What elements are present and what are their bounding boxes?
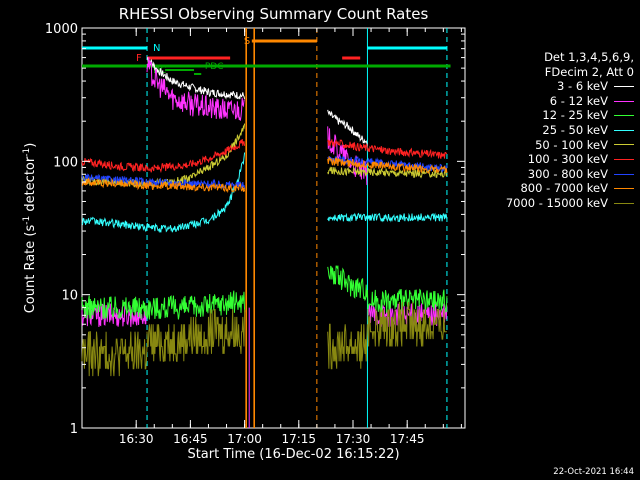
series-3-6-keV-line-2 [327, 109, 368, 146]
y-axis-label: Count Rate (s-1 detector-1) [22, 143, 38, 314]
series-25-50-keV-line-2 [327, 212, 448, 223]
y-tick-label: 1 [70, 422, 78, 437]
x-tick-label: 17:15 [281, 432, 316, 446]
series-800-7000-keV-line-2 [327, 156, 448, 174]
legend-label: 300 - 800 keV [527, 166, 608, 181]
series-800-7000-keV-line-1 [81, 177, 246, 194]
series-3-6-keV-line-1 [146, 57, 246, 100]
pdc-flag-label: PDC [205, 62, 224, 72]
series-12-25-keV-line-1 [81, 295, 148, 320]
legend-swatch [614, 173, 634, 175]
y-tick-label: 100 [53, 155, 78, 170]
legend-entry-12-25-keV: 12 - 25 keV [506, 108, 634, 123]
legend-label: 7000 - 15000 keV [505, 195, 608, 210]
series-100-300-keV-line-2 [327, 139, 448, 159]
x-tick-label: 17:30 [336, 432, 371, 446]
night-flag-label: N [153, 43, 160, 54]
legend-swatch [614, 85, 634, 87]
flare-flag-label: F [136, 53, 142, 64]
legend-entries: 3 - 6 keV 6 - 12 keV 12 - 25 keV 25 - 50 ke… [506, 79, 634, 210]
chart-title: RHESSI Observing Summary Count Rates [119, 5, 429, 23]
legend-label: 25 - 50 keV [542, 122, 608, 137]
series-100-300-keV-line-1 [81, 139, 246, 174]
legend-label: 12 - 25 keV [542, 108, 608, 123]
series-7000-15000-keV-line-2 [146, 309, 246, 362]
legend-header-detectors: Det 1,3,4,5,6,9, [544, 50, 634, 64]
plot-frame [81, 27, 466, 429]
generation-timestamp: 22-Oct-2021 16:44 [553, 467, 634, 477]
legend-entry-800-7000-keV: 800 - 7000 keV [506, 181, 634, 196]
y-tick-label: 1000 [45, 22, 78, 37]
legend-entry-25-50-keV: 25 - 50 keV [506, 123, 634, 138]
series-6-12-keV-line-1 [81, 303, 148, 328]
legend-entry-6-12-keV: 6 - 12 keV [506, 94, 634, 109]
legend-label: 50 - 100 keV [535, 137, 608, 152]
legend-swatch [614, 144, 634, 146]
legend-entry-7000-15000-keV: 7000 - 15000 keV [506, 196, 634, 211]
saa-flag-label: S [244, 36, 250, 47]
x-axis-label: Start Time (16-Dec-02 16:15:22) [187, 447, 399, 462]
series-12-25-keV-line-2 [146, 290, 246, 320]
legend-swatch [614, 100, 634, 102]
series-7000-15000-keV-line-3 [327, 323, 368, 370]
series-12-25-keV-line-3 [327, 265, 368, 302]
legend-label: 3 - 6 keV [557, 79, 608, 94]
series-300-800-keV-line-1 [81, 173, 246, 190]
x-tick-label: 16:30 [119, 432, 154, 446]
y-tick-label: 10 [61, 289, 78, 304]
chart-legend: Det 1,3,4,5,6,9, FDecim 2, Att 0 3 - 6 k… [506, 50, 634, 211]
legend-swatch [614, 158, 634, 160]
x-tick-label: 17:45 [390, 432, 425, 446]
series-7000-15000-keV-line-4 [367, 302, 447, 347]
legend-swatch [614, 129, 634, 131]
legend-label: 100 - 300 keV [527, 152, 608, 167]
legend-label: 800 - 7000 keV [520, 181, 608, 196]
legend-header-decimation: FDecim 2, Att 0 [544, 64, 634, 79]
legend-entry-100-300-keV: 100 - 300 keV [506, 152, 634, 167]
series-25-50-keV-line-1 [81, 152, 246, 234]
legend-swatch [614, 188, 634, 190]
legend-label: 6 - 12 keV [549, 93, 608, 108]
legend-swatch [614, 115, 634, 117]
legend-entry-300-800-keV: 300 - 800 keV [506, 167, 634, 182]
legend-entry-3-6-keV: 3 - 6 keV [506, 79, 634, 94]
series-6-12-keV-line-2 [146, 57, 246, 121]
series-12-25-keV-line-4 [366, 288, 448, 314]
x-tick-label: 17:00 [227, 432, 262, 446]
legend-entry-50-100-keV: 50 - 100 keV [506, 138, 634, 153]
legend-swatch [614, 202, 634, 204]
series-7000-15000-keV-line-1 [81, 331, 148, 377]
x-tick-label: 16:45 [173, 432, 208, 446]
